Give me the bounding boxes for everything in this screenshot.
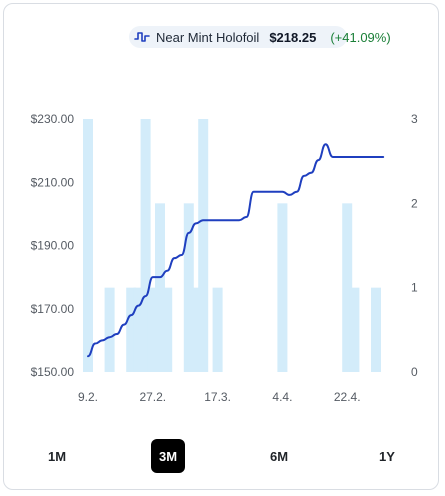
volume-bar [162,287,173,372]
x-tick-label: 9.2. [78,390,98,404]
volume-bar [140,119,151,372]
volume-bar [104,287,115,372]
y-right-tick-label: 1 [411,281,418,295]
price-line [87,143,385,358]
volume-bars [83,119,381,372]
range-button-6m[interactable]: 6M [269,448,289,464]
price-history-card [3,3,439,490]
x-tick-label: 4.4. [272,390,292,404]
price-line-icon [134,30,150,44]
volume-bar [191,287,201,372]
volume-bar [155,203,165,372]
volume-bar [183,203,194,372]
volume-bar [198,119,209,372]
x-tick-label: 27.2. [139,390,166,404]
range-button-1m[interactable]: 1M [47,448,67,464]
volume-bar [277,203,288,372]
legend-price: $218.25 [269,29,317,45]
y-axis-right: 3 2 1 0 [411,112,418,379]
y-left-tick-label: $170.00 [31,302,75,316]
volume-bar [147,287,158,372]
range-selector: 1M 3M 6M 1Y [0,439,445,475]
volume-bar [342,203,353,372]
legend-pill [129,26,347,48]
y-left-tick-label: $230.00 [31,112,75,126]
legend-change: (+41.09%) [330,29,391,45]
y-left-tick-label: $210.00 [31,175,75,189]
volume-bar [126,287,137,372]
volume-bar [349,287,360,372]
range-button-3m[interactable]: 3M [151,439,185,473]
range-button-1y[interactable]: 1Y [379,448,395,464]
volume-bar [212,287,223,372]
y-axis-left: $230.00 $210.00 $190.00 $170.00 $150.00 [31,112,75,379]
x-tick-label: 22.4. [334,390,361,404]
y-right-tick-label: 0 [411,365,418,379]
y-right-tick-label: 3 [411,112,418,126]
x-tick-label: 17.3. [204,390,231,404]
volume-bar [133,287,144,372]
y-left-tick-label: $150.00 [31,365,75,379]
volume-bar [83,119,93,372]
volume-bar [371,287,381,372]
price-chart: $230.00 $210.00 $190.00 $170.00 $150.00 3 2 1 0… [31,112,418,404]
chart-legend: Near Mint Holofoil $218.25 (+41.09%) [134,28,391,46]
legend-series-name: Near Mint Holofoil [156,29,260,45]
x-axis: 9.2. 27.2. 17.3. 4.4. 22.4. [78,390,361,404]
y-right-tick-label: 2 [411,196,418,210]
y-left-tick-label: $190.00 [31,239,75,253]
